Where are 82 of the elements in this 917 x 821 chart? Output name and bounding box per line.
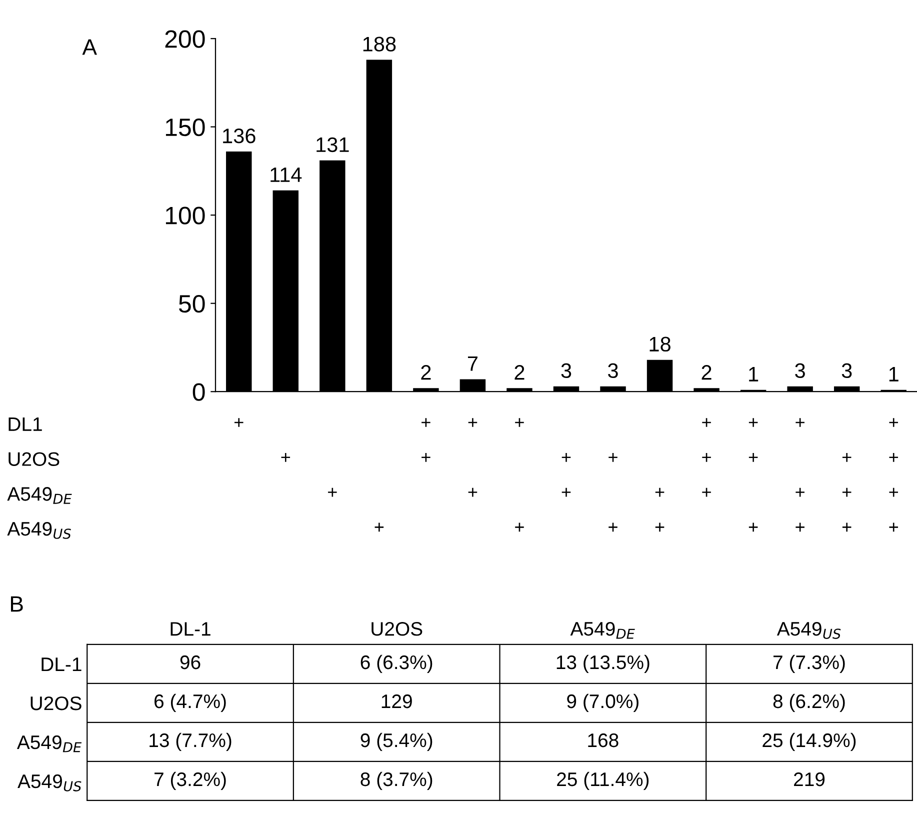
text: 9 (5.4%) [360,732,432,752]
text: + [796,418,804,427]
text: + [422,418,430,427]
category-label: U2OS [30,696,82,710]
y-tick-label: 0 [192,383,205,401]
data-label: 3 [795,363,805,378]
data-label: 188 [363,36,396,52]
chart-title: A [82,39,97,55]
category-label: U2OS [8,452,60,466]
text: + [468,488,478,497]
category-label: U2OS [372,622,422,636]
text: + [889,452,898,462]
text: + [281,452,290,462]
data-label: 2 [421,365,431,380]
text: 8 (3.7%) [360,772,432,790]
text: + [889,488,898,497]
category-label: DL-1 [170,622,210,636]
text: + [842,522,852,532]
text: + [889,522,898,532]
data-label: 3 [842,363,852,378]
text: 25 (14.9%) [762,732,856,752]
text: + [842,452,852,462]
text: B [10,596,23,612]
text: + [842,488,852,497]
text: + [515,418,524,427]
y-tick-label: 100 [166,206,205,224]
y-tick-label: 200 [165,30,205,48]
data-label: 3 [608,363,618,378]
text: + [655,522,664,532]
text: + [748,452,758,462]
y-tick-label: 150 [166,118,205,136]
text: + [608,522,618,532]
text: 25 (11.4%) [557,772,649,790]
text: + [234,418,244,427]
category-label: A549$_{DE}$ [16,735,82,752]
text: + [796,488,804,497]
data-label: 1 [749,367,758,382]
text: 9 (7.0%) [567,694,638,712]
category-label: DL1 [8,418,42,431]
category-label: DL-1 [42,658,82,672]
text: + [702,418,711,427]
category-label: A549$_{DE}$ [570,622,635,639]
text: 6 (6.3%) [360,654,432,674]
text: + [422,452,430,462]
data-label: 2 [514,365,524,380]
data-label: 18 [650,336,670,352]
text: + [748,522,758,532]
text: + [796,522,804,532]
text: + [748,418,758,427]
category-label: A549$_{US}$ [7,522,71,539]
data-label: 7 [468,356,478,371]
text: 168 [588,733,618,748]
data-label: 131 [316,137,349,152]
category-label: A549$_{US}$ [776,622,841,639]
text: + [702,452,711,462]
text: + [702,488,711,497]
text: + [655,488,664,497]
text: 129 [382,694,412,708]
text: 7 (3.2%) [154,772,226,790]
text: 13 (13.5%) [556,654,650,674]
data-label: 114 [270,168,302,182]
text: 13 (7.7%) [150,732,232,752]
text: 8 (6.2%) [773,694,845,712]
text: + [374,522,384,532]
text: + [328,488,337,497]
text: + [562,488,571,497]
text: 219 [794,772,825,786]
data-label: 2 [702,365,712,380]
y-tick-label: 50 [178,294,205,313]
text: + [608,452,618,462]
data-label: 136 [223,128,256,144]
text: + [889,418,898,427]
data-label: 3 [561,363,572,378]
text: + [515,522,524,532]
text: 6 (4.7%) [154,694,226,712]
text: 96 [180,655,200,670]
text: + [562,452,571,462]
category-label: A549$_{DE}$ [7,487,72,504]
text: 7 (7.3%) [774,654,845,674]
text: + [468,418,478,427]
data-label: 1 [889,367,898,382]
category-label: A549$_{US}$ [18,774,82,792]
